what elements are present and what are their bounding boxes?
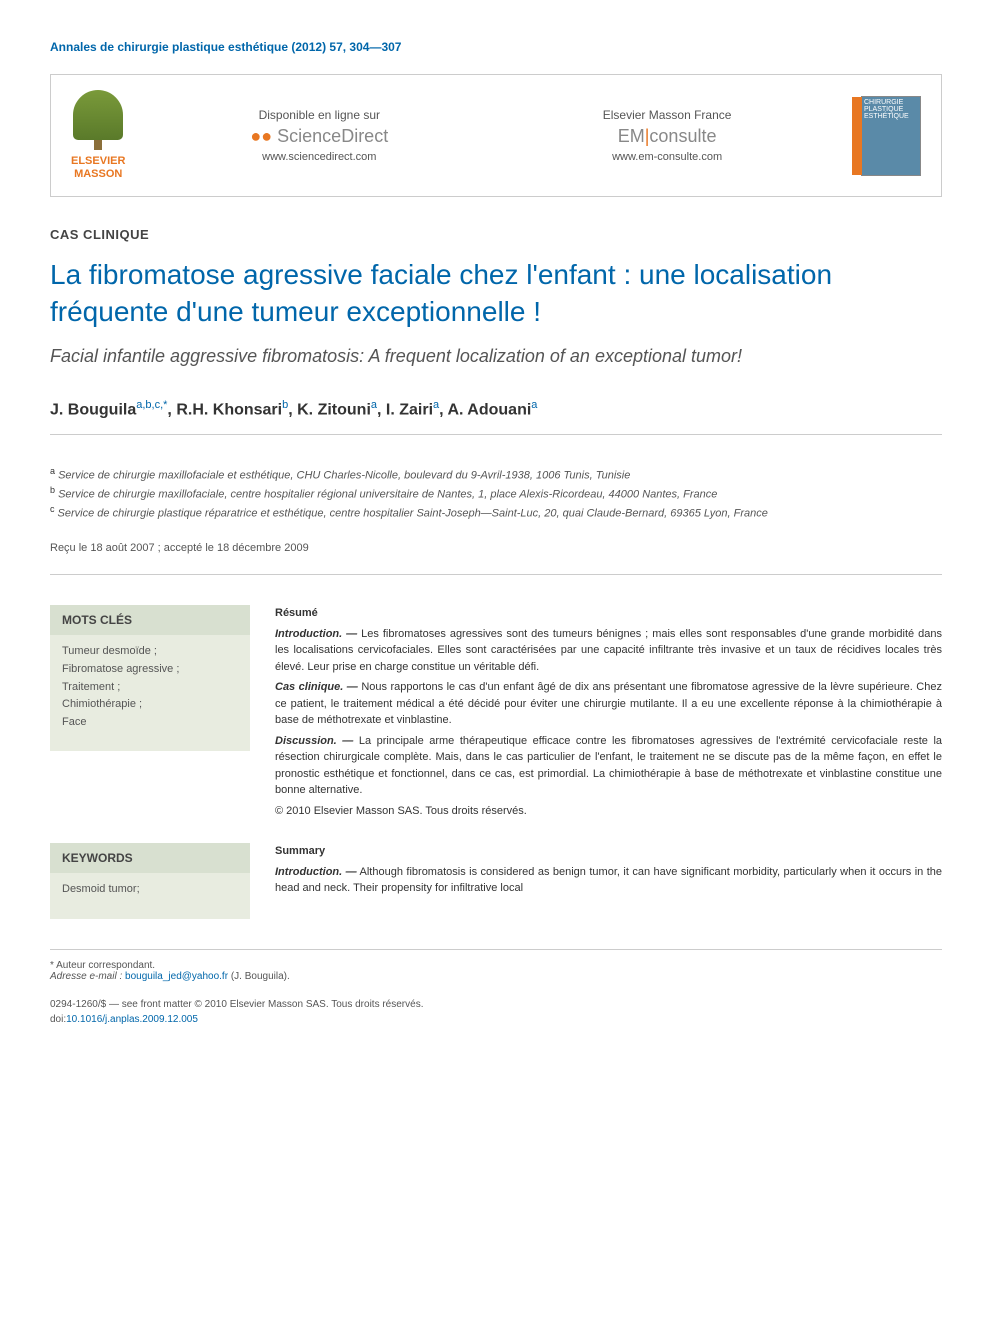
mots-cles-content: Tumeur desmoïde ;Fibromatose agressive ;… (50, 635, 250, 751)
doi-link[interactable]: 10.1016/j.anplas.2009.12.005 (66, 1014, 198, 1025)
resume-disc-text: La principale arme thérapeutique efficac… (275, 735, 942, 797)
email-author-name: (J. Bouguila). (231, 971, 290, 982)
mots-cles-box: MOTS CLÉS Tumeur desmoïde ;Fibromatose a… (50, 605, 250, 823)
summary-intro: Introduction. — Although fibromatosis is… (275, 864, 942, 897)
keywords-box: KEYWORDS Desmoid tumor; (50, 843, 250, 919)
email-line: Adresse e-mail : bouguila_jed@yahoo.fr (… (50, 971, 942, 982)
keywords-heading: KEYWORDS (50, 843, 250, 873)
sciencedirect-brand: ●● ScienceDirect (165, 126, 473, 147)
article-subtitle: Facial infantile aggressive fibromatosis… (50, 345, 942, 368)
emconsulte-brand: EM|consulte (513, 126, 821, 147)
summary-intro-label: Introduction. — (275, 866, 357, 878)
resume-intro-label: Introduction. — (275, 628, 357, 640)
resume-intro-text: Les fibromatoses agressives sont des tum… (275, 628, 942, 673)
resume-copyright: © 2010 Elsevier Masson SAS. Tous droits … (275, 803, 942, 820)
summary-content: Summary Introduction. — Although fibroma… (275, 843, 942, 919)
resume-cas-text: Nous rapportons le cas d'un enfant âgé d… (275, 681, 942, 726)
resume-cas-label: Cas clinique. — (275, 681, 358, 693)
keywords-content: Desmoid tumor; (50, 873, 250, 919)
elsevier-tree-icon (73, 90, 123, 140)
article-title: La fibromatose agressive faciale chez l'… (50, 257, 942, 330)
resume-disc-label: Discussion. — (275, 735, 353, 747)
resume-discussion: Discussion. — La principale arme thérape… (275, 733, 942, 799)
footer-meta: 0294-1260/$ — see front matter © 2010 El… (50, 997, 942, 1027)
resume-section: MOTS CLÉS Tumeur desmoïde ;Fibromatose a… (50, 605, 942, 823)
cover-title: CHIRURGIE PLASTIQUE ESTHÉTIQUE (864, 99, 909, 120)
article-dates: Reçu le 18 août 2007 ; accepté le 18 déc… (50, 542, 942, 575)
footer-notes: * Auteur correspondant. Adresse e-mail :… (50, 949, 942, 982)
corresponding-author: * Auteur correspondant. (50, 960, 942, 971)
header-banner: ELSEVIERMASSON Disponible en ligne sur ●… (50, 74, 942, 197)
author-email[interactable]: bouguila_jed@yahoo.fr (125, 971, 228, 982)
summary-section: KEYWORDS Desmoid tumor; Summary Introduc… (50, 843, 942, 919)
email-label: Adresse e-mail : (50, 971, 122, 982)
section-label: CAS CLINIQUE (50, 227, 942, 242)
summary-intro-text: Although fibromatosis is considered as b… (275, 866, 942, 895)
publisher-name: ELSEVIERMASSON (71, 155, 125, 181)
publisher-logo: ELSEVIERMASSON (71, 90, 125, 181)
doi-line: doi:10.1016/j.anplas.2009.12.005 (50, 1012, 942, 1027)
emconsulte-column: Elsevier Masson France EM|consulte www.e… (513, 108, 821, 163)
resume-content: Résumé Introduction. — Les fibromatoses … (275, 605, 942, 823)
authors-list: J. Bouguilaa,b,c,*, R.H. Khonsarib, K. Z… (50, 399, 942, 435)
emconsulte-tagline: Elsevier Masson France (513, 108, 821, 122)
mots-cles-heading: MOTS CLÉS (50, 605, 250, 635)
cover-spine (852, 97, 862, 175)
sciencedirect-column: Disponible en ligne sur ●● ScienceDirect… (165, 108, 473, 163)
resume-intro: Introduction. — Les fibromatoses agressi… (275, 626, 942, 676)
affiliations: a Service de chirurgie maxillofaciale et… (50, 465, 942, 522)
journal-reference: Annales de chirurgie plastique esthétiqu… (50, 40, 942, 54)
journal-cover-thumbnail: CHIRURGIE PLASTIQUE ESTHÉTIQUE (861, 96, 921, 176)
resume-cas: Cas clinique. — Nous rapportons le cas d… (275, 679, 942, 729)
sciencedirect-tagline: Disponible en ligne sur (165, 108, 473, 122)
issn-line: 0294-1260/$ — see front matter © 2010 El… (50, 997, 942, 1012)
sciencedirect-url: www.sciencedirect.com (165, 151, 473, 163)
emconsulte-url: www.em-consulte.com (513, 151, 821, 163)
summary-heading: Summary (275, 843, 942, 860)
doi-label: doi: (50, 1014, 66, 1025)
resume-heading: Résumé (275, 605, 942, 622)
